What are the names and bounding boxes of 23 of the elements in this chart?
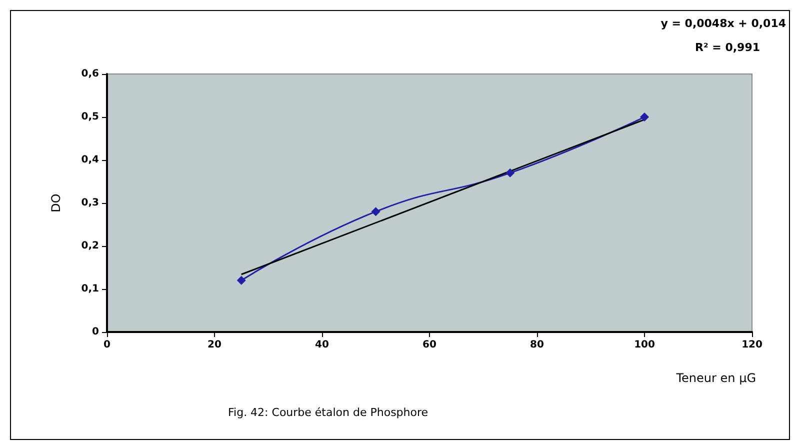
- y-tick-label: 0,5: [81, 112, 100, 122]
- point: [371, 207, 380, 216]
- x-tick-label: 20: [208, 340, 222, 350]
- x-tick-label: 100: [634, 340, 655, 350]
- x-tick-label: 120: [742, 340, 762, 350]
- x-tick-label: 0: [104, 340, 111, 350]
- y-tick-label: 0,1: [81, 284, 100, 294]
- x-tick-label: 60: [422, 340, 436, 350]
- point: [236, 276, 246, 285]
- x-tick-label: 40: [315, 340, 329, 350]
- y-tick-label: 0,4: [81, 154, 100, 166]
- y-axis-title: DO: [49, 194, 63, 212]
- caption: Fig. 42: Courbe étalon de Phosphore: [228, 406, 428, 419]
- y-tick-label: 0: [92, 326, 100, 338]
- point: [640, 112, 649, 122]
- x-axis-title: Teneur en µG: [675, 371, 756, 385]
- y-tick-label: 0,6: [81, 68, 100, 80]
- point: [506, 168, 515, 178]
- y-tick-label: 0,3: [81, 198, 100, 208]
- text: R² = 0,991: [695, 41, 760, 54]
- y-tick-label: 0,2: [81, 240, 100, 252]
- text: y = 0,0048x + 0,014: [660, 17, 786, 30]
- x-tick-label: 80: [530, 340, 544, 350]
